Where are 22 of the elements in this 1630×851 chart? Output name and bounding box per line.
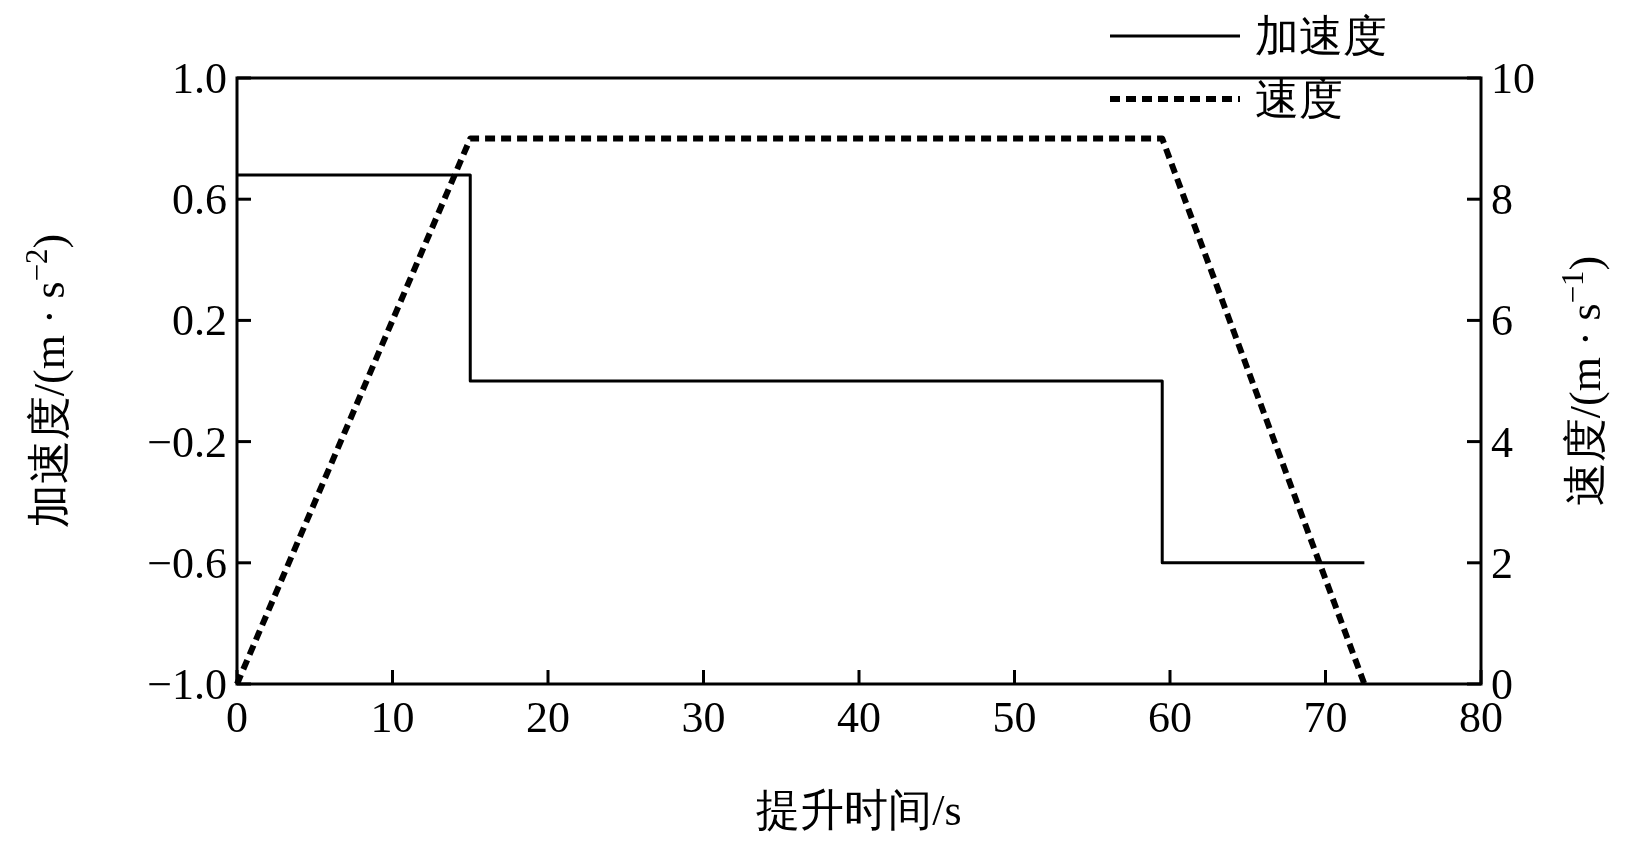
y2-tick-label: 10: [1491, 54, 1535, 103]
y-tick-label: −1.0: [147, 660, 227, 709]
x-tick-label: 40: [837, 693, 881, 742]
x-tick-label: 10: [370, 693, 415, 742]
x-axis-title: 提升时间/s: [756, 786, 962, 835]
x-tick-label: 30: [681, 693, 726, 742]
y-tick-label: 0.2: [172, 296, 227, 346]
y2-tick-label: 6: [1491, 296, 1513, 346]
x-tick-label: 0: [226, 693, 248, 742]
x-tick-label: 20: [526, 693, 570, 742]
x-tick-label: 60: [1148, 693, 1192, 742]
y2-tick-label: 4: [1491, 417, 1513, 467]
y-tick-label: −0.6: [147, 538, 227, 588]
legend-label: 速度: [1255, 75, 1343, 124]
x-tick-label: 50: [992, 693, 1037, 742]
y-tick-label: 0.6: [172, 175, 227, 225]
y2-tick-label: 8: [1491, 175, 1513, 225]
legend-label: 加速度: [1255, 12, 1387, 61]
y2-tick-label: 2: [1491, 538, 1513, 588]
y-tick-label: −0.2: [147, 417, 227, 467]
x-tick-label: 70: [1303, 693, 1348, 742]
y-tick-label: 1.0: [172, 54, 227, 103]
